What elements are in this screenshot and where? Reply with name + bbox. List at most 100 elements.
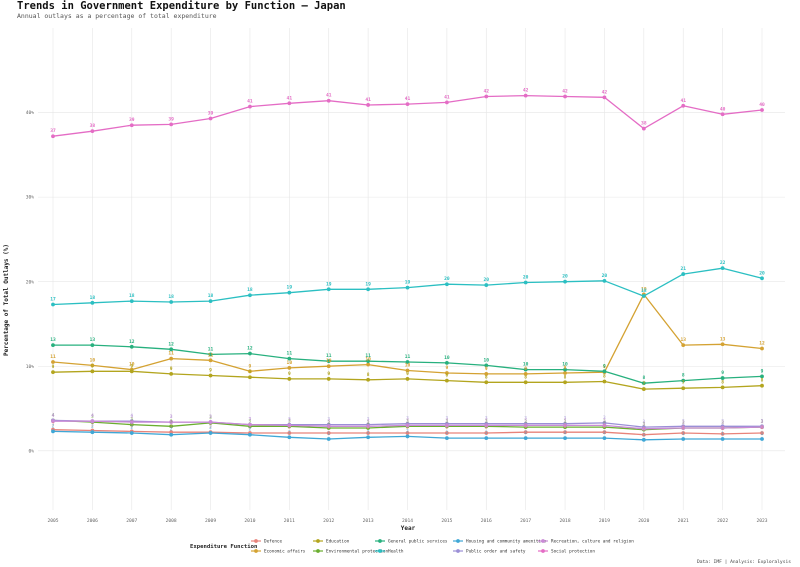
series-recreation-culture-and-religion	[51, 419, 764, 431]
data-point	[720, 342, 725, 347]
legend-swatch-dot	[254, 539, 258, 543]
data-label: 9	[406, 371, 409, 377]
data-label: 9	[130, 363, 133, 369]
data-point	[444, 360, 449, 365]
data-label: 41	[365, 97, 371, 103]
data-label: 9	[603, 363, 606, 369]
data-label: 10	[444, 355, 450, 361]
data-label: 9	[721, 370, 724, 376]
data-label: 41	[247, 99, 253, 105]
data-point	[405, 431, 410, 435]
legend-item: General public services	[375, 539, 448, 545]
data-label: 38	[641, 121, 647, 127]
data-label: 2	[524, 424, 527, 430]
data-label: 3	[367, 420, 370, 426]
data-label: 9	[209, 368, 212, 374]
data-label: 2	[406, 425, 409, 431]
data-point	[366, 424, 371, 429]
data-point	[366, 431, 371, 435]
data-label: 2	[130, 425, 133, 431]
data-label: 40	[759, 102, 765, 108]
data-label: 40	[720, 106, 726, 112]
data-label: 3	[91, 414, 94, 420]
data-label: 4	[130, 413, 133, 419]
data-point	[641, 126, 646, 131]
data-label: 2	[288, 429, 291, 435]
data-label: 11	[405, 354, 411, 360]
data-label: 3	[445, 418, 448, 424]
data-label: 18	[247, 287, 253, 293]
data-label: 2	[249, 425, 252, 431]
data-label: 3	[682, 418, 685, 424]
data-point	[90, 343, 95, 348]
chart-subtitle: Annual outlays as a percentage of total …	[17, 12, 217, 20]
data-point	[405, 285, 410, 290]
data-point	[287, 423, 292, 428]
x-tick-label: 2012	[323, 518, 334, 524]
data-label: 41	[287, 95, 293, 101]
legend-item: Housing and community amenities	[453, 539, 547, 545]
x-tick-label: 2006	[87, 518, 98, 524]
chart-title: Trends in Government Expenditure by Func…	[17, 0, 346, 12]
data-label: 1	[761, 431, 764, 437]
x-tick-label: 2018	[560, 518, 571, 524]
data-label: 18	[129, 293, 135, 299]
data-label: 12	[129, 339, 135, 345]
data-label: 4	[91, 413, 94, 419]
data-label: 19	[287, 285, 293, 291]
data-label: 9	[564, 365, 567, 371]
data-point	[169, 371, 174, 376]
data-point	[405, 360, 410, 364]
data-label: 2	[130, 423, 133, 429]
series-health	[51, 266, 764, 307]
data-label: 2	[761, 425, 764, 431]
data-label: 22	[720, 260, 726, 266]
data-label: 3	[52, 422, 55, 428]
data-point	[681, 378, 686, 383]
data-point	[248, 432, 252, 437]
data-label: 8	[564, 374, 567, 380]
data-label: 10	[287, 360, 293, 366]
legend-title: Expenditure Function	[190, 544, 257, 550]
data-point	[484, 94, 489, 99]
data-label: 39	[208, 110, 214, 116]
data-point	[720, 266, 725, 271]
data-label: 19	[405, 280, 411, 286]
data-point	[208, 358, 213, 363]
data-point	[287, 366, 292, 370]
legend-label: Public order and safety	[466, 549, 526, 555]
data-label: 41	[326, 93, 332, 99]
data-point	[760, 437, 764, 441]
data-point	[326, 437, 331, 441]
data-point	[51, 343, 55, 348]
data-label: 3	[288, 418, 291, 424]
data-point	[681, 103, 686, 108]
data-point	[484, 371, 489, 376]
data-point	[523, 430, 528, 435]
data-label: 13	[50, 337, 56, 343]
data-label: 12	[759, 340, 765, 346]
y-axis-ticks: 0% 10% 20% 30% 40%	[26, 110, 35, 454]
data-label: 3	[761, 418, 764, 424]
data-label: 18	[90, 295, 96, 301]
data-point	[326, 424, 331, 429]
data-label: 12	[247, 346, 253, 352]
data-point	[563, 436, 567, 441]
data-label: 13	[680, 337, 686, 343]
data-point	[405, 102, 410, 107]
data-point	[366, 362, 371, 367]
data-point	[523, 280, 528, 285]
data-point	[444, 282, 449, 287]
data-label: 8	[682, 373, 685, 379]
legend-swatch-dot	[254, 549, 258, 553]
data-point	[129, 431, 134, 435]
data-label: 9	[91, 363, 94, 369]
data-point	[208, 299, 213, 304]
x-tick-label: 2005	[47, 518, 58, 524]
data-label: 3	[485, 417, 488, 423]
legend-label: Housing and community amenities	[466, 539, 547, 545]
data-point	[90, 129, 95, 134]
data-label: 9	[249, 369, 252, 375]
